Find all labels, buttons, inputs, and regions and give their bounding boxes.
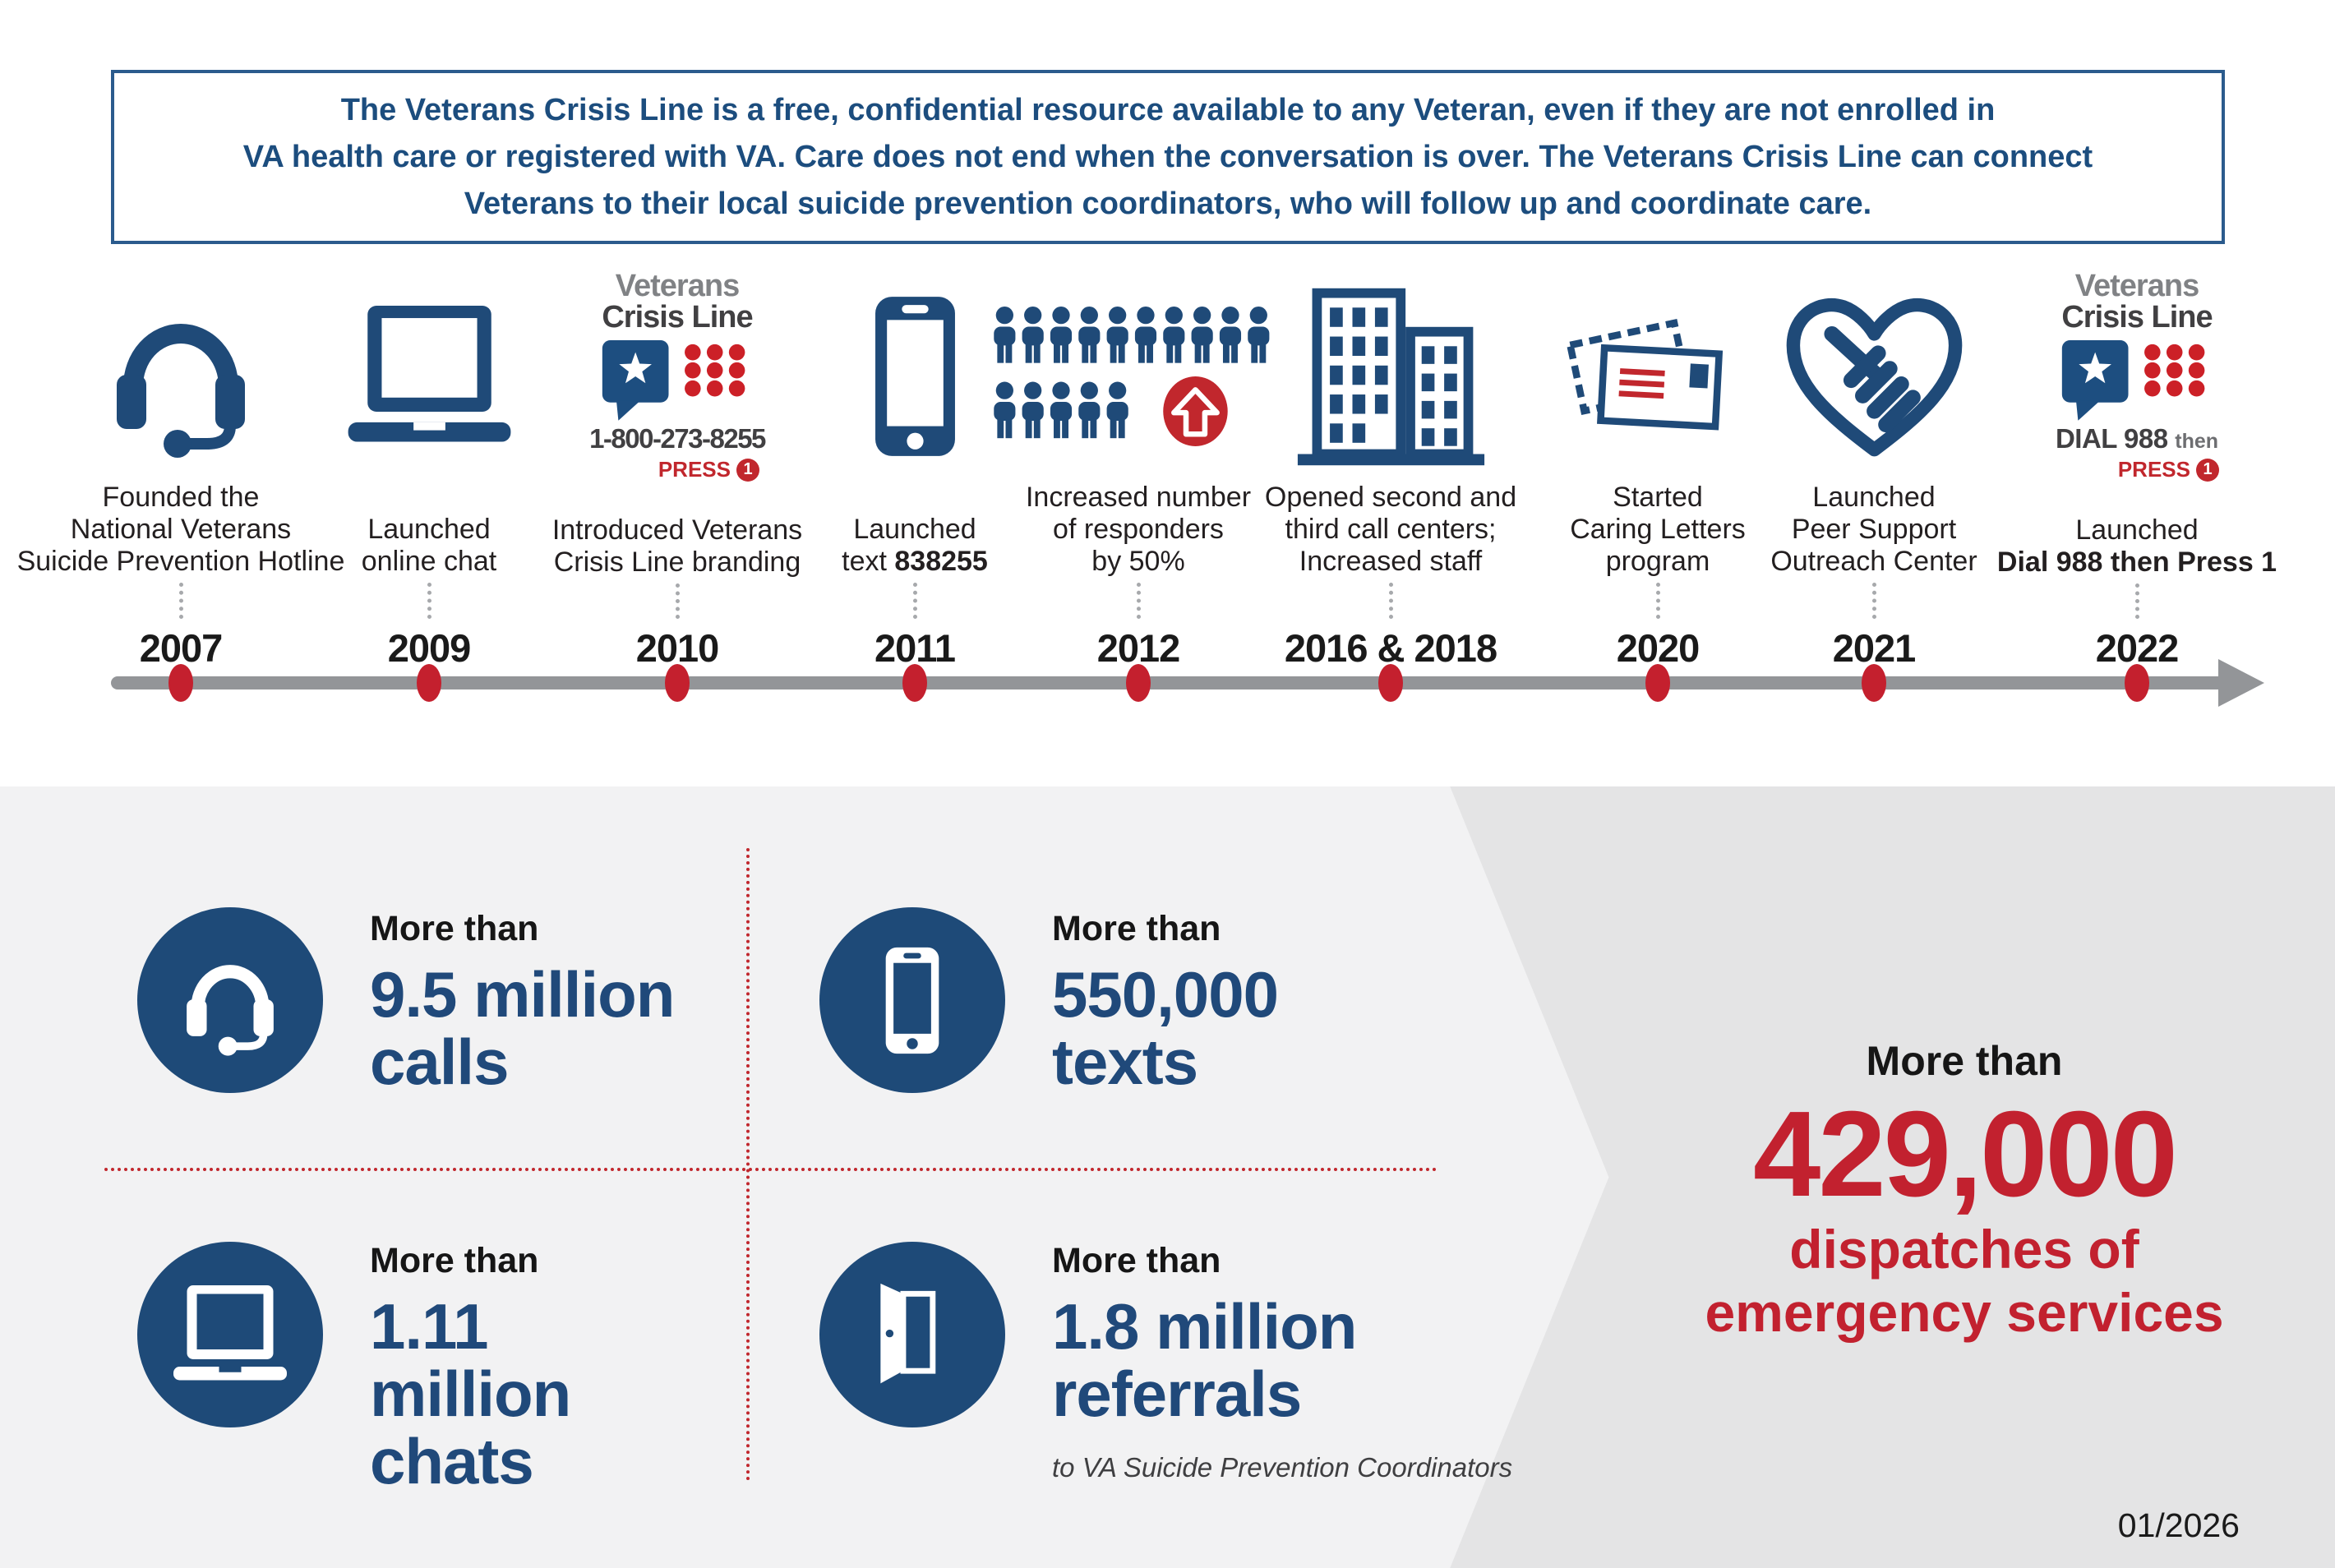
- timeline-item-label: Launched Dial 988 then Press 1: [1996, 514, 2277, 578]
- intro-text-box: The Veterans Crisis Line is a free, conf…: [111, 70, 2225, 244]
- timeline-item-2007: Founded the National Veterans Suicide Pr…: [16, 271, 345, 671]
- revision-date: 01/2026: [2117, 1506, 2240, 1544]
- timeline-item-2011: Launched text 838255 2011: [750, 271, 1079, 671]
- stat-referrals-note: to VA Suicide Prevention Coordinators: [1052, 1452, 1513, 1483]
- intro-line-1: The Veterans Crisis Line is a free, conf…: [340, 92, 1996, 127]
- vcl-press-1: PRESS 1: [2030, 457, 2244, 482]
- timeline-year: 2007: [139, 626, 224, 670]
- timeline-dot: [417, 664, 441, 702]
- timeline-year: 2016 & 2018: [1284, 626, 1497, 670]
- vcl-brand-veterans: Veterans: [2074, 269, 2199, 303]
- timeline-item-label: Introduced Veterans Crisis Line branding: [551, 514, 803, 578]
- timeline-bar: [111, 676, 2220, 689]
- timeline-item-2020: Started Caring Letters program 2020: [1493, 271, 1822, 671]
- timeline-item-2016-2018: Opened second and third call centers; In…: [1226, 271, 1555, 671]
- stat-referrals: More than 1.8 million referrals to VA Su…: [1052, 1241, 1513, 1483]
- timeline-item-label: Launched Peer Support Outreach Center: [1770, 482, 1977, 578]
- timeline-item-2021: Launched Peer Support Outreach Center 20…: [1710, 271, 2038, 671]
- smartphone-icon: [819, 907, 1005, 1093]
- timeline-dot: [1126, 664, 1151, 702]
- responders-increase-icon: [994, 271, 1283, 482]
- veterans-crisis-line-988-logo: Veterans Crisis Line DIAL 988 then PRESS…: [2030, 269, 2244, 482]
- call-center-buildings-icon: [1294, 271, 1488, 482]
- laptop-icon: [341, 271, 518, 482]
- up-arrow-circle-icon: [1163, 376, 1228, 447]
- connector-dotted-line: [675, 583, 680, 619]
- timeline-year: 2020: [1616, 626, 1700, 670]
- veterans-crisis-line-logo: Veterans Crisis Line 1-800-273-8255 PRES…: [570, 269, 784, 482]
- timeline-item-2022: Veterans Crisis Line DIAL 988 then PRESS…: [1973, 269, 2301, 671]
- timeline-item-label: Increased number of responders by 50%: [1025, 482, 1252, 578]
- stats-section-background: [0, 786, 2335, 1568]
- smartphone-icon: [872, 271, 958, 482]
- stat-chats: More than 1.11 million chats: [370, 1241, 571, 1497]
- press-1-circle-icon: 1: [2196, 458, 2219, 482]
- intro-line-3: Veterans to their local suicide preventi…: [464, 186, 1872, 221]
- vcl-bubble-star-icon: [2061, 340, 2204, 421]
- timeline-item-label: Launched online chat: [361, 514, 497, 578]
- timeline-dot: [1645, 664, 1670, 702]
- timeline-item-label: Started Caring Letters program: [1570, 482, 1746, 578]
- open-door-icon: [819, 1242, 1005, 1427]
- intro-line-2: VA health care or registered with VA. Ca…: [242, 139, 2093, 174]
- timeline-dot: [168, 664, 193, 702]
- press-1-circle-icon: 1: [736, 458, 759, 482]
- timeline-year: 2009: [387, 626, 472, 670]
- vcl-brand-crisis-line: Crisis Line: [602, 300, 753, 334]
- connector-dotted-line: [1136, 583, 1141, 619]
- timeline-year: 2012: [1096, 626, 1181, 670]
- timeline-item-label: Launched text 838255: [842, 514, 988, 578]
- handshake-heart-icon: [1778, 271, 1971, 482]
- connector-dotted-line: [427, 583, 431, 619]
- connector-dotted-line: [178, 583, 183, 619]
- timeline-year: 2022: [2095, 626, 2180, 670]
- headset-icon: [99, 271, 263, 482]
- timeline-item-label: Founded the National Veterans Suicide Pr…: [16, 482, 345, 578]
- vcl-brand-crisis-line: Crisis Line: [2061, 300, 2213, 334]
- timeline-item-2009: Launched online chat 2009: [265, 271, 593, 671]
- timeline-year: 2010: [635, 626, 720, 670]
- timeline-item-2010: Veterans Crisis Line 1-800-273-8255 PRES…: [513, 269, 842, 671]
- stat-dispatches: More than 429,000 dispatches of emergenc…: [1705, 1038, 2224, 1343]
- connector-dotted-line: [1388, 583, 1393, 619]
- laptop-icon: [137, 1242, 323, 1427]
- caring-letters-icon: [1563, 271, 1752, 482]
- vcl-press-1: PRESS 1: [570, 457, 784, 482]
- timeline-dot: [902, 664, 927, 702]
- timeline-dot: [1378, 664, 1403, 702]
- stat-calls: More than 9.5 million calls: [370, 909, 675, 1098]
- horizontal-dotted-divider: [104, 1168, 1437, 1171]
- vcl-brand-veterans: Veterans: [615, 269, 740, 303]
- stat-texts: More than 550,000 texts: [1052, 909, 1279, 1098]
- connector-dotted-line: [1655, 583, 1660, 619]
- timeline-dot: [2125, 664, 2149, 702]
- headset-icon: [137, 907, 323, 1093]
- timeline-year: 2021: [1832, 626, 1917, 670]
- vertical-dotted-divider: [746, 848, 750, 1481]
- vcl-dial-988: DIAL 988 then: [2055, 423, 2219, 454]
- connector-dotted-line: [912, 583, 917, 619]
- connector-dotted-line: [1871, 583, 1876, 619]
- timeline-year: 2011: [874, 626, 956, 670]
- timeline-dot: [665, 664, 690, 702]
- vcl-bubble-star-icon: [602, 340, 745, 421]
- timeline-arrowhead-icon: [2218, 659, 2264, 707]
- timeline-item-label: Opened second and third call centers; In…: [1264, 482, 1517, 578]
- timeline-item-2012: Increased number of responders by 50% 20…: [974, 271, 1303, 671]
- vcl-phone-number: 1-800-273-8255: [589, 423, 766, 454]
- connector-dotted-line: [2134, 583, 2139, 619]
- timeline-dot: [1862, 664, 1886, 702]
